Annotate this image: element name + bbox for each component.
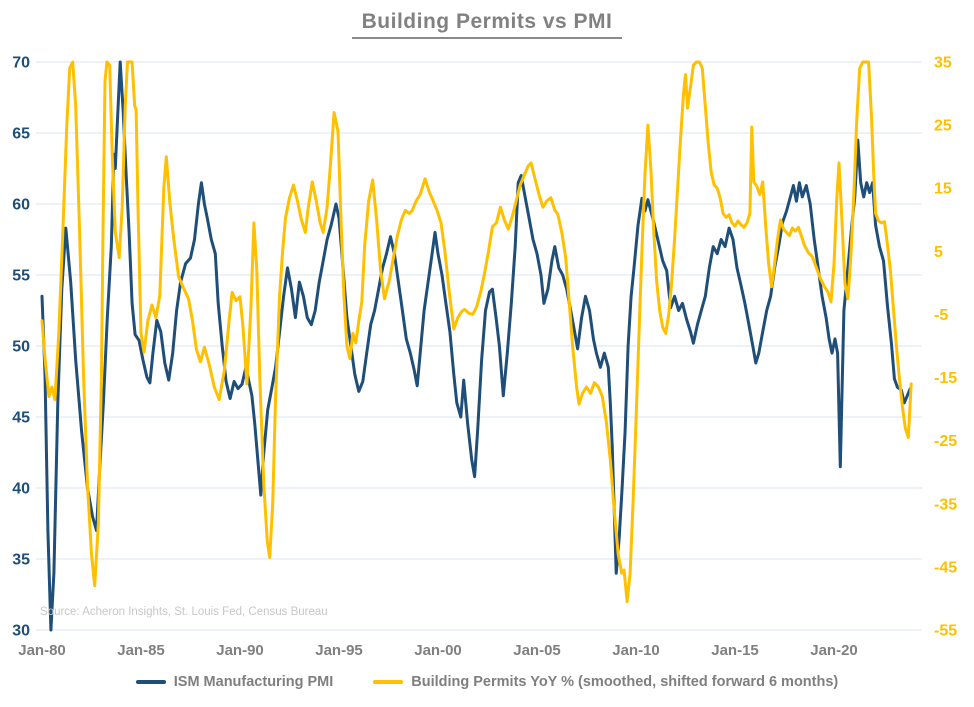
source-note: Source: Acheron Insights, St. Louis Fed,… <box>40 606 328 618</box>
permits-line <box>40 60 913 604</box>
left-axis-tick-label: 30 <box>12 623 30 640</box>
right-axis-tick-label: -25 <box>934 433 957 450</box>
right-axis-tick-label: -45 <box>934 559 957 576</box>
x-axis-tick-label: Jan-15 <box>711 642 759 659</box>
legend-label-pmi: ISM Manufacturing PMI <box>173 674 334 690</box>
chart-title: Building Permits vs PMI <box>0 10 974 39</box>
right-axis-tick-label: -55 <box>934 623 957 640</box>
left-axis-tick-labels: 70 65 60 55 50 45 40 35 30 <box>12 55 30 640</box>
x-axis-tick-label: Jan-85 <box>117 642 165 659</box>
right-axis-tick-labels: 35 25 15 5 -5 -15 -25 -35 -45 -55 <box>934 55 957 640</box>
right-axis-tick-label: 15 <box>934 181 952 198</box>
legend-label-permits: Building Permits YoY % (smoothed, shifte… <box>411 674 839 690</box>
x-axis-tick-label: Jan-20 <box>810 642 858 659</box>
left-axis-tick-label: 40 <box>12 481 30 498</box>
x-axis-tick-label: Jan-10 <box>612 642 660 659</box>
left-axis-tick-label: 45 <box>12 410 30 427</box>
right-axis-tick-label: -15 <box>934 370 957 387</box>
left-axis-tick-label: 70 <box>12 55 30 72</box>
left-axis-tick-label: 60 <box>12 197 30 214</box>
right-axis-tick-label: -35 <box>934 496 957 513</box>
right-axis-tick-label: 25 <box>934 118 952 135</box>
permits-line-swatch <box>373 680 404 684</box>
series-lines <box>40 60 913 632</box>
legend-item-permits: Building Permits YoY % (smoothed, shifte… <box>373 674 838 690</box>
legend: ISM Manufacturing PMI Building Permits Y… <box>0 674 974 690</box>
gridlines <box>36 61 922 631</box>
legend-item-pmi: ISM Manufacturing PMI <box>135 674 334 690</box>
x-axis-tick-label: Jan-00 <box>414 642 462 659</box>
right-axis-tick-label: -5 <box>934 307 948 324</box>
left-axis-tick-label: 65 <box>12 126 30 143</box>
x-axis-tick-label: Jan-80 <box>18 642 66 659</box>
pmi-line-swatch <box>135 680 166 684</box>
left-axis-tick-label: 35 <box>12 552 30 569</box>
chart-title-text: Building Permits vs PMI <box>351 10 623 39</box>
left-axis-tick-label: 50 <box>12 339 30 356</box>
x-axis-tick-label: Jan-90 <box>216 642 264 659</box>
left-axis-tick-label: 55 <box>12 268 30 285</box>
x-axis-tick-label: Jan-05 <box>513 642 561 659</box>
right-axis-tick-label: 5 <box>934 244 943 261</box>
x-axis-tick-labels: Jan-80 Jan-85 Jan-90 Jan-95 Jan-00 Jan-05 Jan-… <box>18 642 858 659</box>
x-axis-tick-label: Jan-95 <box>315 642 363 659</box>
right-axis-tick-label: 35 <box>934 55 952 72</box>
